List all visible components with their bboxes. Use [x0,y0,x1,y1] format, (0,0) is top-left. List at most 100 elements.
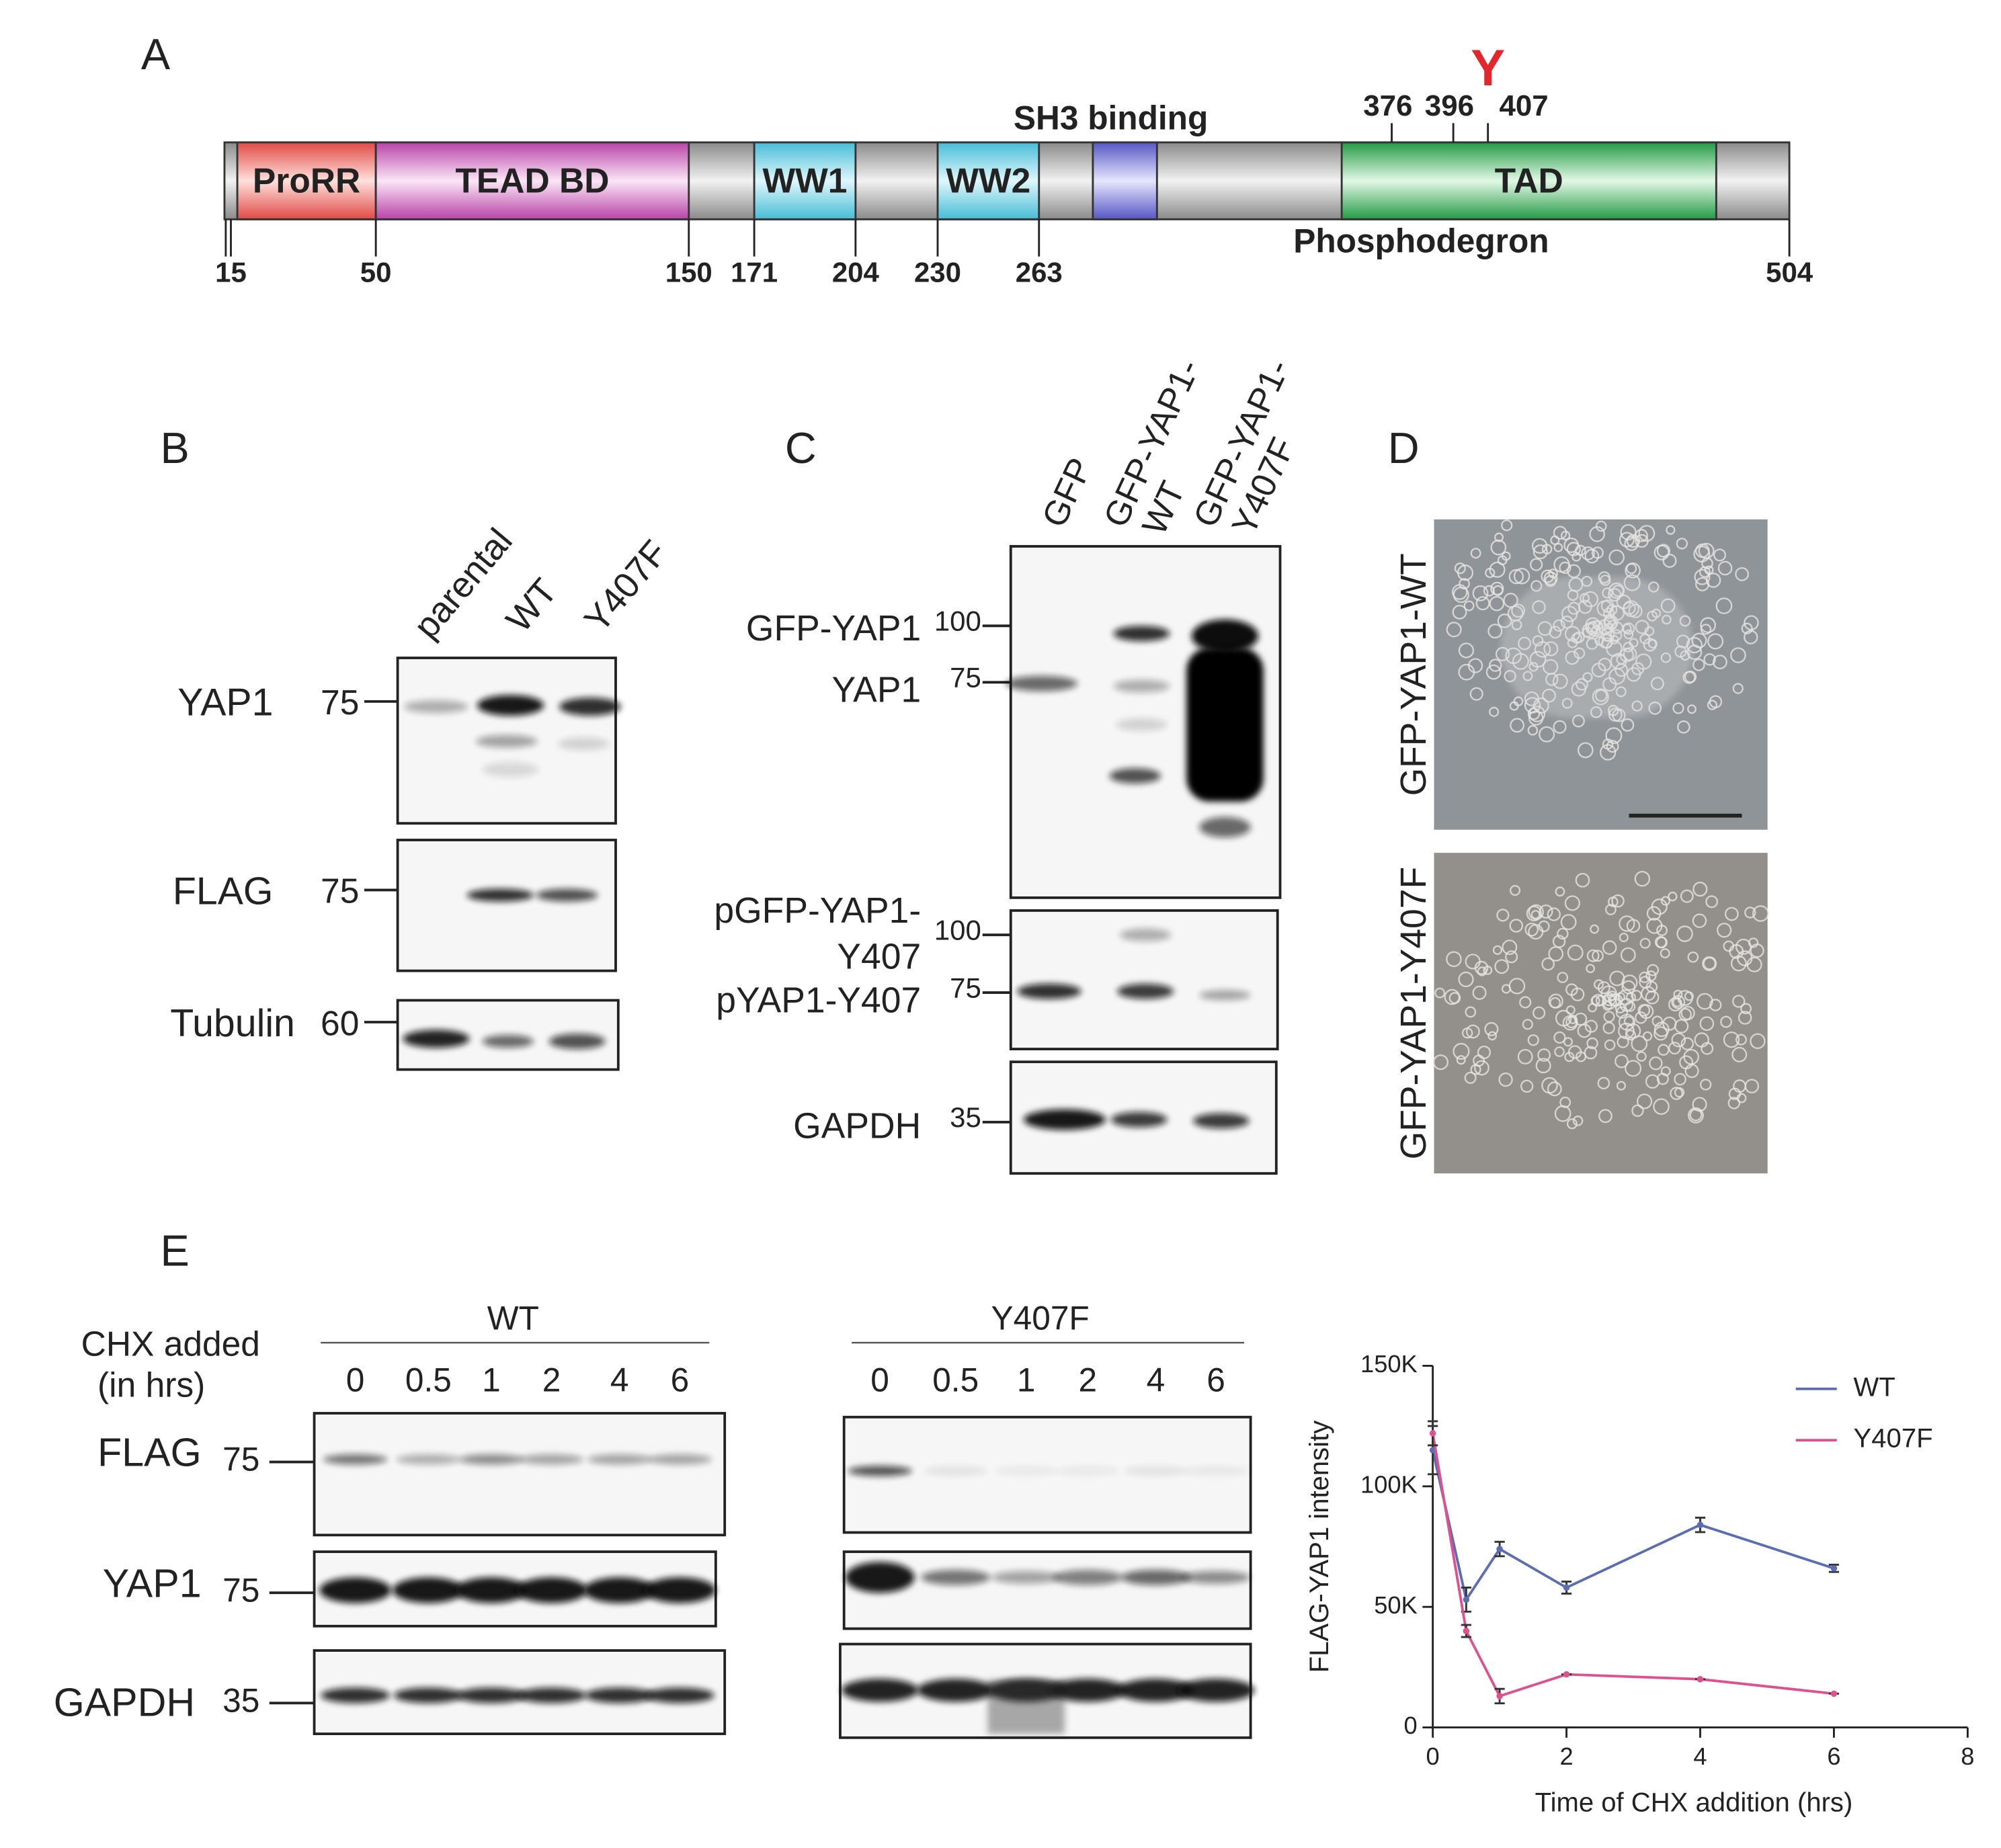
data-point [1563,1584,1570,1591]
cell [1564,895,1580,911]
cell [1452,604,1467,620]
cell [1484,1021,1499,1036]
cell [1530,910,1541,919]
data-point [1697,1521,1704,1528]
cell [1508,569,1524,585]
cell [1670,1087,1683,1100]
cell [1531,538,1548,554]
panel-label: D [1388,423,1420,472]
cell [1489,595,1505,612]
band [991,1570,1061,1584]
cell [1602,1021,1615,1034]
cell [1453,1042,1470,1060]
cell [1692,658,1705,671]
time-point: 6 [671,1361,690,1398]
cell [1566,1118,1578,1130]
band [558,737,610,751]
cell [1446,951,1462,968]
cell [1608,549,1625,566]
band [1123,1466,1188,1476]
cell [1615,1006,1629,1019]
cell [1653,1026,1668,1041]
cell [1586,949,1600,962]
domain [374,141,690,220]
cell [1501,984,1511,994]
cell [1562,1015,1578,1031]
band [1110,1111,1168,1128]
x-tick-label: 0 [1426,1742,1440,1770]
cell [1520,1079,1534,1093]
cell [1732,995,1746,1008]
cell [1656,925,1668,936]
band [516,1577,588,1603]
cell [1533,1006,1546,1019]
cell [1735,1034,1747,1046]
cell [1605,727,1623,745]
cell [1510,885,1521,896]
cell [1724,907,1739,921]
group-label: Y407F [991,1300,1090,1337]
domain-label: TAD [1495,161,1563,200]
panel-label: B [161,423,190,472]
cell [1741,622,1753,634]
cell [1730,955,1747,972]
lane-label: WT [499,571,565,640]
band [393,1687,463,1704]
row-label: FLAG [173,870,274,913]
cell [1550,535,1560,546]
data-point [1496,1546,1503,1552]
band [921,1569,991,1585]
cell [1688,1107,1704,1124]
cell [1744,615,1759,630]
blot [842,1550,1252,1630]
cell [1465,1024,1480,1039]
row-label: FLAG [97,1430,201,1475]
band [1055,1466,1120,1476]
marker-label: 60 [321,1003,359,1042]
cell [1577,742,1594,759]
cell [1656,936,1668,949]
panel-label: C [785,423,817,472]
cell [1513,568,1530,585]
cell [1617,989,1634,1005]
cell [1469,687,1483,701]
cell [1617,1036,1629,1048]
band [1116,718,1168,731]
cell [1567,944,1584,961]
band [1191,619,1259,653]
band [1117,1679,1194,1702]
data-point [1830,1565,1838,1572]
band [392,1577,464,1603]
cell [1489,561,1506,578]
cell [1464,1071,1477,1084]
row-label: pYAP1-Y407 [716,980,921,1020]
cell [1642,1031,1653,1042]
cell [1572,1116,1584,1126]
marker-label: 75 [321,872,359,911]
band [455,1577,528,1603]
x-tick-label: 4 [1693,1742,1707,1770]
time-point: 2 [1078,1361,1097,1398]
cell [1498,1072,1513,1087]
cell [1619,933,1629,943]
cell [1631,1104,1644,1118]
cell [1738,1011,1752,1025]
cell [1668,891,1678,902]
cell [1463,600,1475,612]
band [456,1687,526,1704]
position-label: 150 [665,257,712,288]
marker-label: 75 [222,1571,259,1609]
cell [1740,1003,1752,1015]
band [536,888,598,902]
cell [1715,597,1733,614]
data-point [1830,1690,1838,1697]
cell [1487,1031,1498,1041]
cell [1595,520,1607,532]
band [841,1679,919,1702]
cell [1547,1081,1562,1097]
cell [1668,1042,1681,1055]
cell [1692,882,1708,897]
y-tick-label: 150K [1360,1350,1418,1378]
cell [1620,523,1637,541]
marker-label: 100 [934,914,981,946]
